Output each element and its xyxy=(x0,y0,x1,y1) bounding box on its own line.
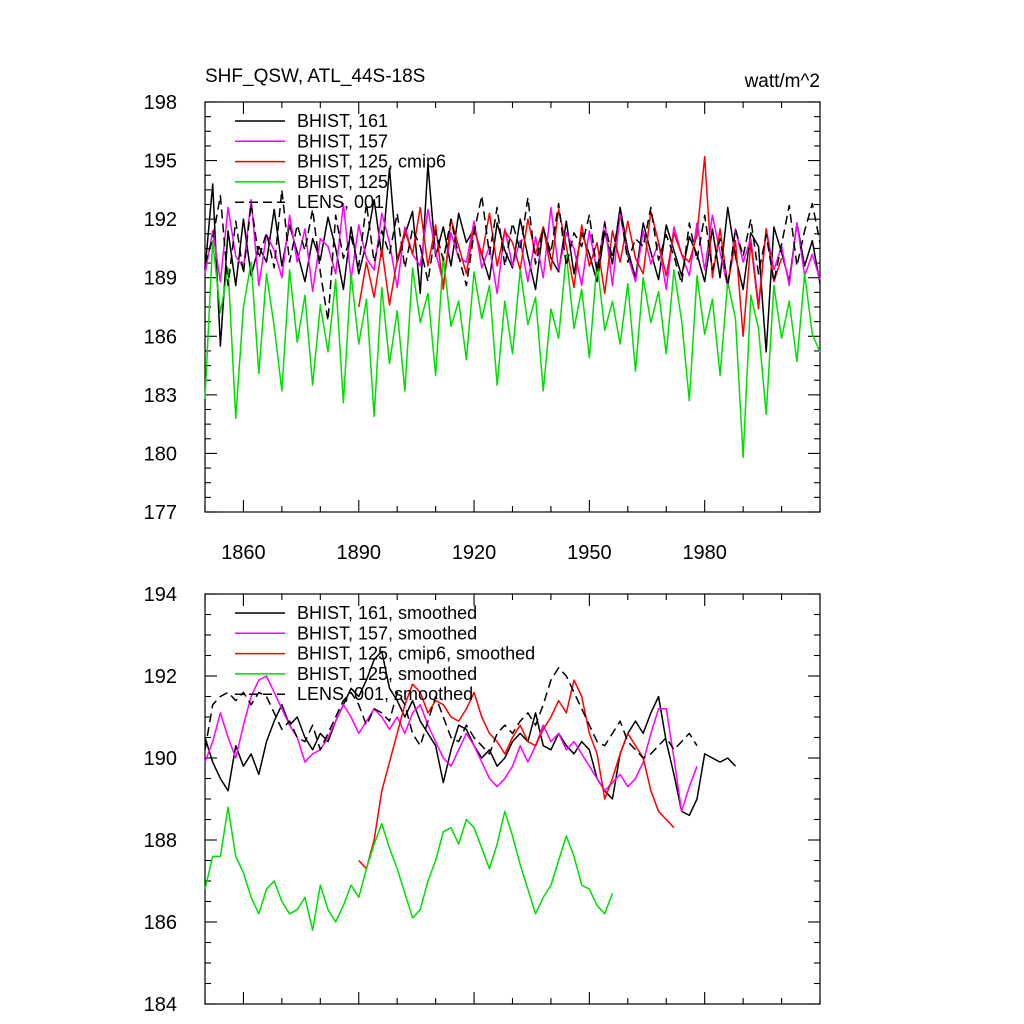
top-panel: 1860 1890 1920 1950 1980 177 180 183 186 189 192 19… xyxy=(144,92,821,564)
bottom-legend-label-2: BHIST, 157, smoothed xyxy=(297,623,477,643)
top-legend-label-5: LENS, 001 xyxy=(297,192,384,212)
bottom-y-tick-label: 186 xyxy=(144,912,177,934)
top-legend-label-1: BHIST, 161 xyxy=(297,111,388,131)
top-series-line-2 xyxy=(204,198,821,306)
bottom-series-line-1 xyxy=(204,650,736,817)
top-x-tick-label: 1980 xyxy=(682,542,727,564)
top-y-tick-label: 177 xyxy=(144,502,177,524)
top-y-tick-label: 186 xyxy=(144,326,177,348)
top-y-tick-label: 180 xyxy=(144,443,177,465)
bottom-y-tick-label: 184 xyxy=(144,994,177,1016)
top-legend-label-3: BHIST, 125, cmip6 xyxy=(297,152,446,172)
top-y-tick-label: 192 xyxy=(144,209,177,231)
bottom-series-line-3 xyxy=(358,679,675,870)
bottom-legend-label-3: BHIST, 125, cmip6, smoothed xyxy=(297,644,535,664)
bottom-legend-label-4: BHIST, 125, smoothed xyxy=(297,664,477,684)
bottom-y-tick-label: 190 xyxy=(144,748,177,770)
units-label: watt/m^2 xyxy=(744,71,820,92)
top-x-tick-label: 1920 xyxy=(452,542,497,564)
bottom-series-line-4 xyxy=(204,806,614,931)
top-y-tick-label: 183 xyxy=(144,385,177,407)
top-x-tick-label: 1890 xyxy=(337,542,382,564)
top-x-tick-label: 1950 xyxy=(567,542,612,564)
top-legend-label-2: BHIST, 157 xyxy=(297,131,388,151)
top-y-tick-label: 198 xyxy=(144,92,177,114)
top-series-line-4 xyxy=(204,239,821,459)
bottom-series-line-2 xyxy=(204,675,698,813)
bottom-series-line-5 xyxy=(204,667,698,759)
bottom-y-tick-label: 192 xyxy=(144,666,177,688)
top-legend-label-4: BHIST, 125 xyxy=(297,172,388,192)
bottom-legend-label-1: BHIST, 161, smoothed xyxy=(297,603,477,623)
bottom-y-tick-label: 188 xyxy=(144,830,177,852)
bottom-legend-label-5: LENS, 001, smoothed xyxy=(297,684,473,704)
top-y-tick-label: 189 xyxy=(144,268,177,290)
top-y-tick-label: 195 xyxy=(144,151,177,173)
top-x-tick-label: 1860 xyxy=(221,542,266,564)
bottom-y-tick-label: 194 xyxy=(144,584,177,606)
top-series-line-1 xyxy=(204,163,821,353)
figure-title: SHF_QSW, ATL_44S-18S xyxy=(205,66,425,87)
